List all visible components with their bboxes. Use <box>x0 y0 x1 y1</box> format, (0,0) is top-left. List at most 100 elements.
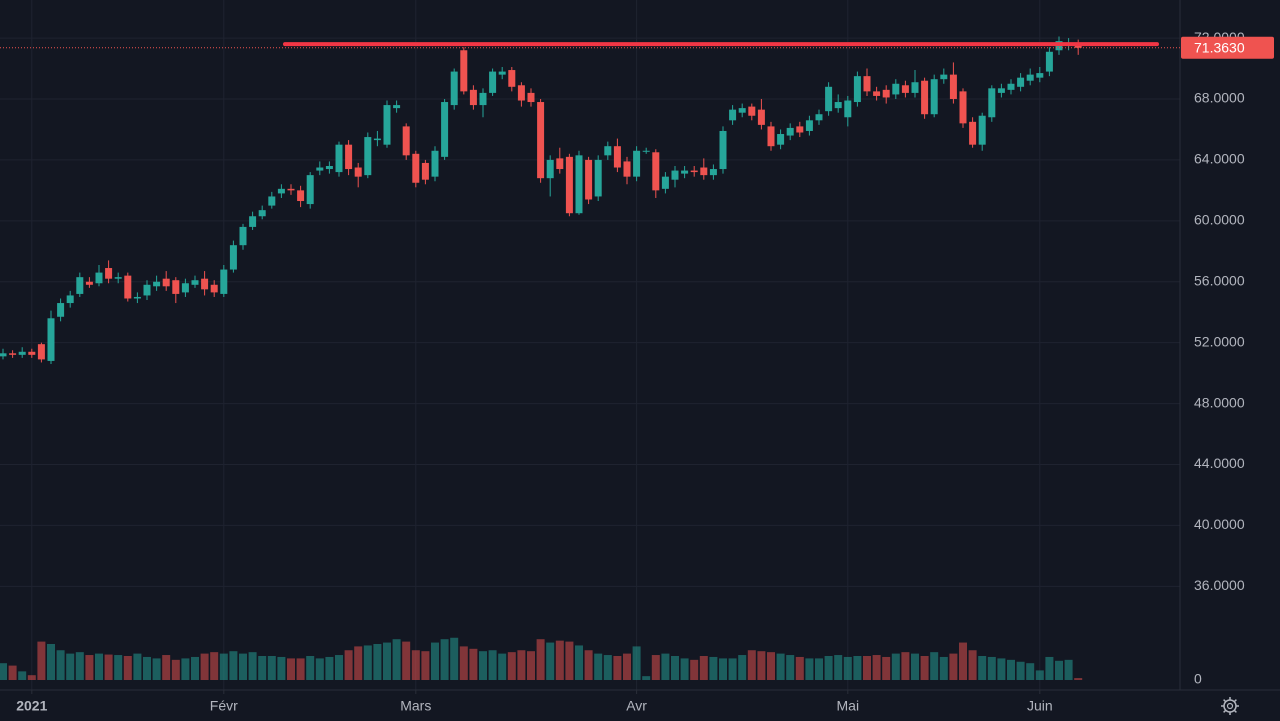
candle-body <box>85 281 93 285</box>
candle-body <box>249 216 257 227</box>
candle-body <box>844 100 852 118</box>
volume-bar <box>959 642 967 680</box>
volume-bar <box>431 642 439 680</box>
candle-body <box>681 170 689 174</box>
volume-bar <box>507 652 516 680</box>
candle-body <box>796 126 804 133</box>
candle-body <box>633 150 641 177</box>
last-price-box <box>1181 36 1274 59</box>
candle-body <box>383 105 391 145</box>
volume-bar <box>459 646 468 680</box>
candle-body <box>57 303 65 317</box>
volume-bar <box>1026 663 1035 680</box>
candle-body <box>604 146 612 156</box>
candle-body <box>652 152 660 191</box>
volume-bar <box>0 663 7 680</box>
gear-hub <box>1226 702 1234 710</box>
volume-bar <box>623 653 631 680</box>
volume-bar <box>1064 659 1073 680</box>
volume-bar <box>114 655 123 680</box>
volume-bar <box>200 653 209 680</box>
volume-bar <box>834 655 843 680</box>
candle-body <box>767 126 775 147</box>
candle-body <box>978 115 986 145</box>
volume-bar <box>8 665 17 680</box>
candle-body <box>489 71 497 93</box>
volume-bar <box>1045 656 1054 680</box>
candle-body <box>786 127 794 136</box>
volume-bar <box>258 656 267 680</box>
volume-bar <box>133 653 142 680</box>
x-tick-label: Avr <box>626 698 647 714</box>
candle-body <box>527 92 535 103</box>
candle-body <box>690 170 698 173</box>
y-tick-label: 48.0000 <box>1194 394 1245 410</box>
candle-body <box>354 167 362 177</box>
y-tick-label: 52.0000 <box>1194 333 1245 349</box>
candle-body <box>47 318 55 361</box>
candle-body <box>9 353 17 355</box>
candle-body <box>450 71 458 106</box>
candle-body <box>306 175 314 205</box>
candle-body <box>277 188 285 194</box>
candle-body <box>1045 51 1053 72</box>
volume-bar <box>824 656 833 680</box>
candle-body <box>565 156 573 214</box>
candle-body <box>700 167 708 176</box>
volume-bar <box>680 658 689 680</box>
x-tick-label: Mai <box>837 698 860 714</box>
candle-body <box>191 280 199 285</box>
candle-body <box>325 165 333 170</box>
volume-bar <box>469 648 478 680</box>
y-tick-label: 36.0000 <box>1194 577 1245 593</box>
volume-bar <box>373 644 382 680</box>
volume-bar <box>219 653 228 680</box>
candle-body <box>268 196 276 206</box>
volume-bar <box>210 652 219 680</box>
volume-bar <box>143 656 151 680</box>
volume-bar <box>661 653 670 680</box>
candle-body <box>258 210 266 217</box>
volume-bar <box>882 656 891 680</box>
volume-bar <box>699 656 708 680</box>
volume-bar <box>1035 670 1044 680</box>
candle-body <box>882 89 890 98</box>
volume-bar <box>229 651 238 680</box>
candle-body <box>345 144 353 170</box>
candle-body <box>949 74 957 99</box>
candle-body <box>777 134 785 145</box>
candle-body <box>172 280 180 294</box>
candle-body <box>853 76 861 103</box>
volume-bar <box>719 658 727 680</box>
candle-body <box>863 76 871 92</box>
candle-body <box>210 284 218 293</box>
candle-body <box>498 71 506 75</box>
candle-body <box>402 126 410 156</box>
candle-body <box>297 190 305 202</box>
volume-bar <box>287 658 295 680</box>
volume-bar <box>795 656 804 680</box>
volume-bar <box>421 651 430 680</box>
volume-bar <box>335 655 343 680</box>
volume-bar <box>805 658 814 680</box>
candle-body <box>373 138 381 141</box>
candle-body <box>959 91 967 124</box>
candle-body <box>66 295 74 304</box>
volume-bar <box>527 651 535 680</box>
volume-bar <box>1016 661 1025 680</box>
candle-body <box>124 275 132 299</box>
volume-bar <box>920 656 929 680</box>
volume-bar <box>949 653 958 680</box>
candle-body <box>28 351 36 355</box>
candle-body <box>469 89 477 106</box>
volume-bar <box>354 646 363 680</box>
settings-icon[interactable] <box>1221 697 1239 715</box>
volume-bar <box>181 658 190 680</box>
candle-body <box>642 150 650 152</box>
candle-body <box>738 108 746 113</box>
volume-bar <box>594 653 603 680</box>
volume-bar <box>863 656 871 680</box>
candle-body <box>335 144 343 173</box>
volume-bar <box>536 639 545 680</box>
